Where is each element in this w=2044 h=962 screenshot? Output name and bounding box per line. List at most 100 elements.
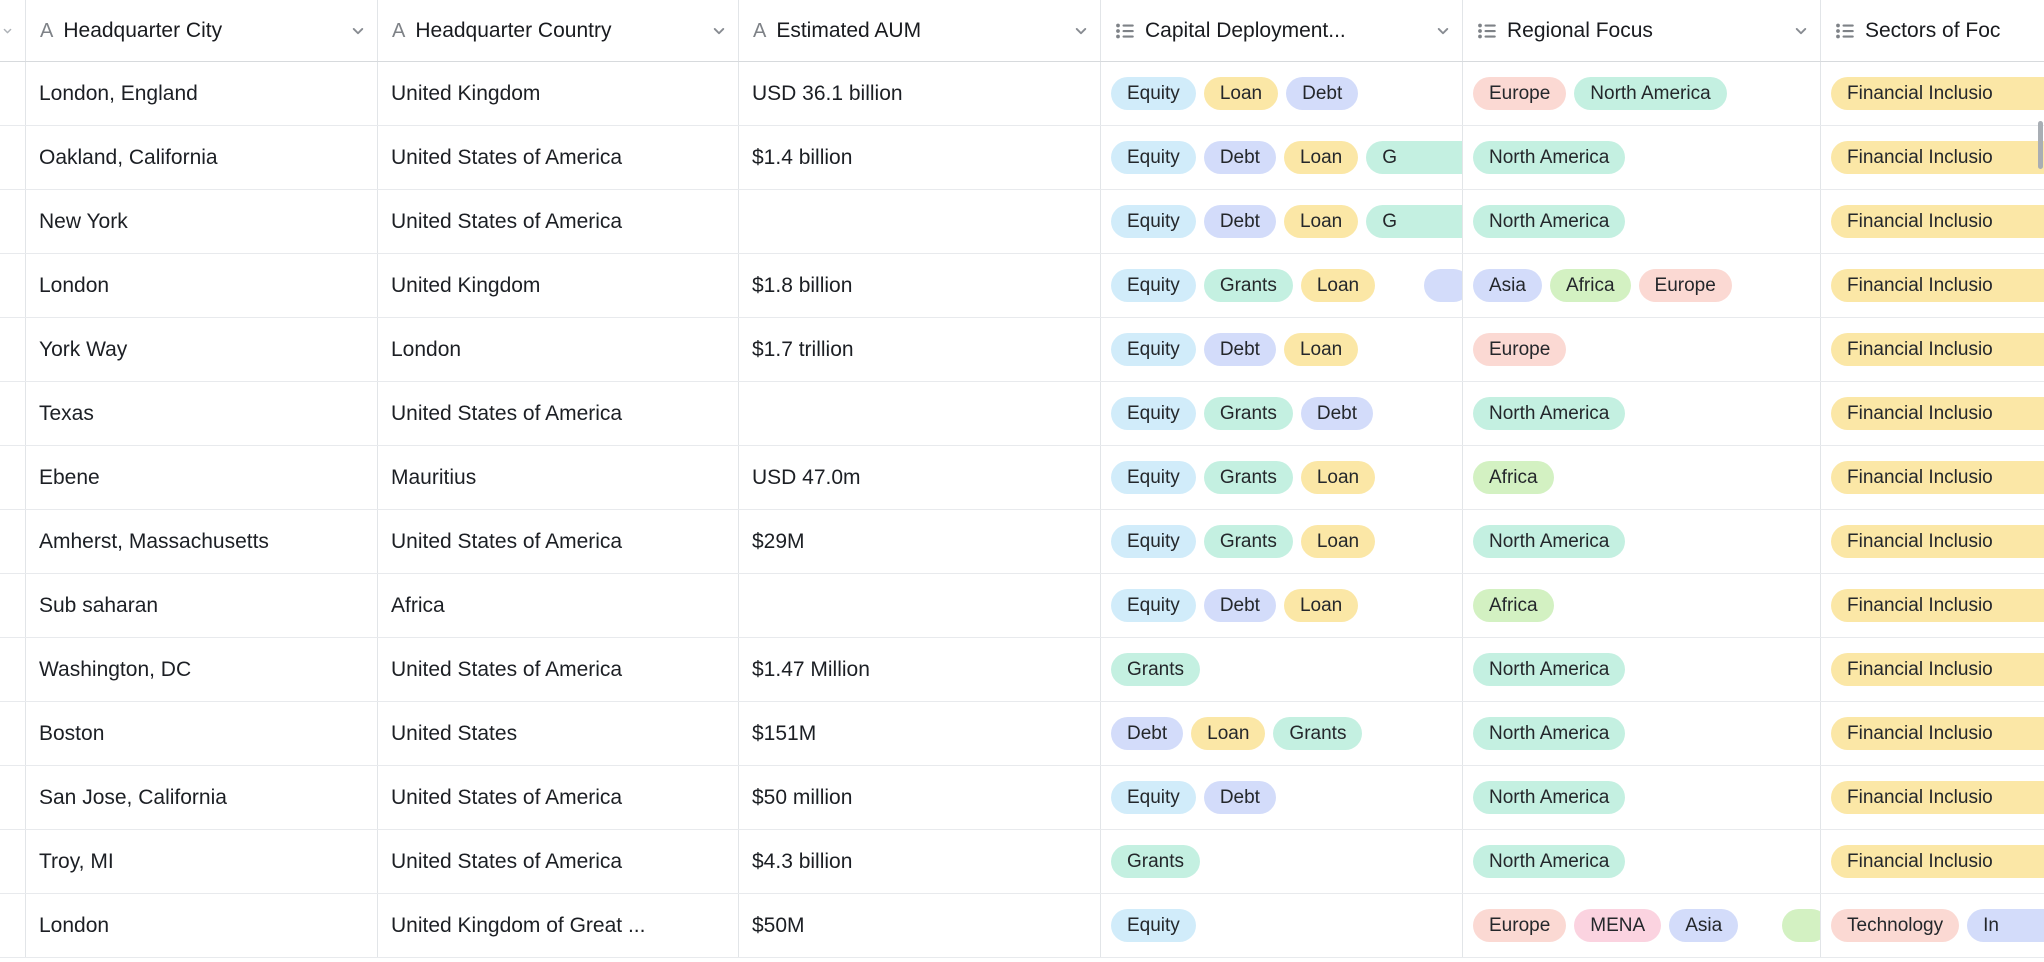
- row-area: London, England United Kingdom USD 36.1 bi…: [0, 62, 2044, 958]
- cell-capital[interactable]: Equity: [1101, 894, 1463, 957]
- column-header-regions[interactable]: Regional Focus: [1463, 0, 1821, 61]
- cell-aum[interactable]: $50 million: [739, 766, 1101, 829]
- cell-regions[interactable]: North America: [1463, 190, 1821, 253]
- cell-aum[interactable]: $151M: [739, 702, 1101, 765]
- cell-capital[interactable]: Equity Loan Debt: [1101, 62, 1463, 125]
- cell-city[interactable]: Texas: [26, 382, 378, 445]
- cell-aum[interactable]: $1.8 billion: [739, 254, 1101, 317]
- cell-aum[interactable]: [739, 382, 1101, 445]
- cell-regions[interactable]: North America: [1463, 510, 1821, 573]
- cell-capital[interactable]: Equity Debt Loan G: [1101, 126, 1463, 189]
- cell-city[interactable]: San Jose, California: [26, 766, 378, 829]
- chevron-down-icon[interactable]: [349, 22, 367, 40]
- cell-aum[interactable]: [739, 574, 1101, 637]
- cell-aum[interactable]: $1.7 trillion: [739, 318, 1101, 381]
- cell-sectors[interactable]: Financial Inclusio: [1821, 254, 2044, 317]
- cell-country[interactable]: United States of America: [378, 126, 739, 189]
- cell-country[interactable]: Mauritius: [378, 446, 739, 509]
- cell-country[interactable]: United States of America: [378, 382, 739, 445]
- cell-regions[interactable]: North America: [1463, 126, 1821, 189]
- cell-regions[interactable]: North America: [1463, 702, 1821, 765]
- cell-sectors[interactable]: Financial Inclusio: [1821, 126, 2044, 189]
- cell-city[interactable]: Troy, MI: [26, 830, 378, 893]
- cell-city[interactable]: Washington, DC: [26, 638, 378, 701]
- cell-regions[interactable]: Africa: [1463, 574, 1821, 637]
- cell-city[interactable]: London, England: [26, 62, 378, 125]
- cell-country[interactable]: United States of America: [378, 766, 739, 829]
- cell-aum[interactable]: [739, 190, 1101, 253]
- cell-aum[interactable]: USD 47.0m: [739, 446, 1101, 509]
- cell-city[interactable]: New York: [26, 190, 378, 253]
- cell-capital[interactable]: Equity Grants Loan: [1101, 446, 1463, 509]
- cell-city[interactable]: York Way: [26, 318, 378, 381]
- cell-capital[interactable]: Equity Grants Debt: [1101, 382, 1463, 445]
- cell-sectors[interactable]: Financial Inclusio: [1821, 318, 2044, 381]
- cell-city[interactable]: Sub saharan: [26, 574, 378, 637]
- cell-sectors[interactable]: Financial Inclusio: [1821, 62, 2044, 125]
- cell-regions[interactable]: Europe North America: [1463, 62, 1821, 125]
- cell-aum[interactable]: USD 36.1 billion: [739, 62, 1101, 125]
- cell-aum[interactable]: $29M: [739, 510, 1101, 573]
- chevron-down-icon[interactable]: [710, 22, 728, 40]
- vertical-scrollbar-thumb[interactable]: [2038, 121, 2043, 169]
- chevron-down-icon[interactable]: [1072, 22, 1090, 40]
- cell-country[interactable]: Africa: [378, 574, 739, 637]
- cell-country[interactable]: United States of America: [378, 638, 739, 701]
- column-header-aum[interactable]: A Estimated AUM: [739, 0, 1101, 61]
- column-header-country[interactable]: A Headquarter Country: [378, 0, 739, 61]
- cell-capital[interactable]: Debt Loan Grants: [1101, 702, 1463, 765]
- cell-sectors[interactable]: Financial Inclusio: [1821, 510, 2044, 573]
- cell-regions[interactable]: North America: [1463, 766, 1821, 829]
- column-header-sectors[interactable]: Sectors of Foc: [1821, 0, 2044, 61]
- cell-capital[interactable]: Equity Grants Loan: [1101, 510, 1463, 573]
- cell-sectors[interactable]: Financial Inclusio: [1821, 382, 2044, 445]
- cell-city[interactable]: Ebene: [26, 446, 378, 509]
- cell-city[interactable]: London: [26, 894, 378, 957]
- column-header-capital[interactable]: Capital Deployment...: [1101, 0, 1463, 61]
- header-gutter: [0, 0, 26, 61]
- cell-sectors[interactable]: Financial Inclusio: [1821, 190, 2044, 253]
- cell-aum[interactable]: $4.3 billion: [739, 830, 1101, 893]
- cell-aum[interactable]: $50M: [739, 894, 1101, 957]
- cell-country[interactable]: United Kingdom of Great ...: [378, 894, 739, 957]
- cell-sectors[interactable]: Financial Inclusio: [1821, 830, 2044, 893]
- cell-capital[interactable]: Grants: [1101, 638, 1463, 701]
- column-header-city[interactable]: A Headquarter City: [26, 0, 378, 61]
- cell-capital[interactable]: Grants: [1101, 830, 1463, 893]
- cell-sectors[interactable]: Technology In: [1821, 894, 2044, 957]
- chevron-down-icon[interactable]: [1434, 22, 1452, 40]
- tag-pill: North America: [1473, 845, 1626, 878]
- cell-capital[interactable]: Equity Debt Loan: [1101, 574, 1463, 637]
- cell-regions[interactable]: North America: [1463, 830, 1821, 893]
- cell-sectors[interactable]: Financial Inclusio: [1821, 446, 2044, 509]
- cell-regions[interactable]: Europe: [1463, 318, 1821, 381]
- tag-pill: North America: [1574, 77, 1727, 110]
- cell-sectors[interactable]: Financial Inclusio: [1821, 766, 2044, 829]
- cell-city[interactable]: Oakland, California: [26, 126, 378, 189]
- cell-country[interactable]: United States of America: [378, 830, 739, 893]
- cell-sectors[interactable]: Financial Inclusio: [1821, 638, 2044, 701]
- cell-sectors[interactable]: Financial Inclusio: [1821, 702, 2044, 765]
- cell-city[interactable]: Boston: [26, 702, 378, 765]
- cell-capital[interactable]: Equity Debt Loan G: [1101, 190, 1463, 253]
- cell-country[interactable]: London: [378, 318, 739, 381]
- cell-regions[interactable]: North America: [1463, 382, 1821, 445]
- cell-country[interactable]: United States: [378, 702, 739, 765]
- cell-sectors[interactable]: Financial Inclusio: [1821, 574, 2044, 637]
- cell-regions[interactable]: Africa: [1463, 446, 1821, 509]
- cell-regions[interactable]: Europe MENA Asia: [1463, 894, 1821, 957]
- cell-country[interactable]: United Kingdom: [378, 62, 739, 125]
- chevron-down-icon[interactable]: [1792, 22, 1810, 40]
- cell-capital[interactable]: Equity Debt Loan: [1101, 318, 1463, 381]
- cell-capital[interactable]: Equity Debt: [1101, 766, 1463, 829]
- cell-country[interactable]: United States of America: [378, 190, 739, 253]
- cell-regions[interactable]: Asia Africa Europe: [1463, 254, 1821, 317]
- cell-country[interactable]: United States of America: [378, 510, 739, 573]
- cell-regions[interactable]: North America: [1463, 638, 1821, 701]
- cell-aum[interactable]: $1.4 billion: [739, 126, 1101, 189]
- cell-country[interactable]: United Kingdom: [378, 254, 739, 317]
- cell-aum[interactable]: $1.47 Million: [739, 638, 1101, 701]
- cell-city[interactable]: London: [26, 254, 378, 317]
- cell-capital[interactable]: Equity Grants Loan: [1101, 254, 1463, 317]
- cell-city[interactable]: Amherst, Massachusetts: [26, 510, 378, 573]
